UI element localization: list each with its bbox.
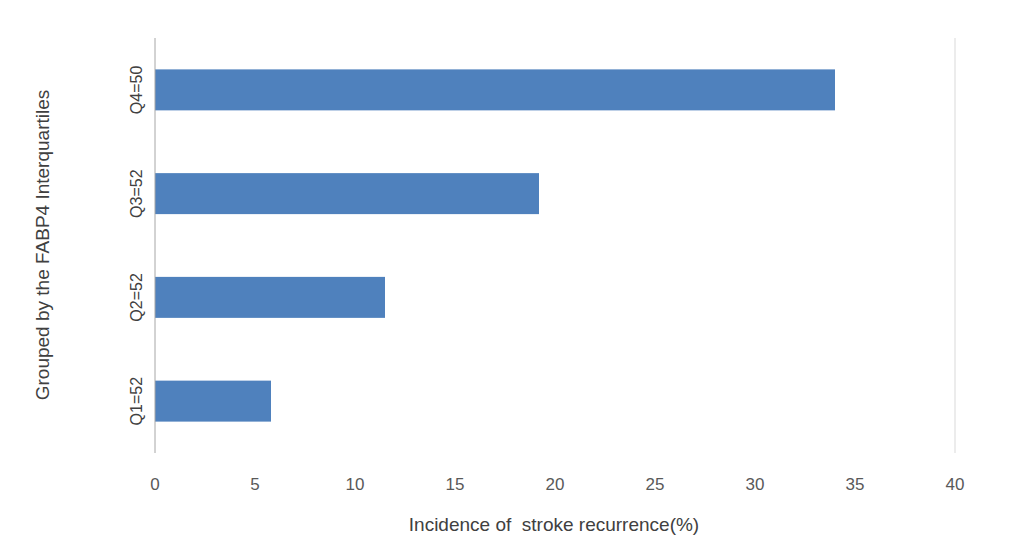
- x-tick-label: 0: [150, 475, 159, 494]
- y-axis-line: [155, 38, 156, 453]
- bar: [155, 173, 539, 214]
- category-label: Q1=52: [128, 377, 145, 426]
- x-tick-label: 5: [250, 475, 259, 494]
- chart-container: 0 5 10 15 20 25 30 35 40 Q1=52 Q2=52 Q3=52 Q4=50 Inci…: [0, 0, 1020, 559]
- y-axis-title: Grouped by the FABP4 Interquartiles: [32, 90, 53, 401]
- chart: 0 5 10 15 20 25 30 35 40 Q1=52 Q2=52 Q3=52 Q4=50 Inci…: [0, 0, 1020, 559]
- bar: [155, 381, 271, 422]
- x-tick-label: 25: [646, 475, 665, 494]
- bars: [155, 69, 835, 421]
- x-tick-label: 40: [946, 475, 965, 494]
- x-tick-label: 15: [446, 475, 465, 494]
- category-label: Q3=52: [128, 169, 145, 218]
- x-tick-label: 10: [346, 475, 365, 494]
- category-label: Q2=52: [128, 273, 145, 322]
- bar: [155, 69, 835, 110]
- bar: [155, 277, 385, 318]
- plot-border: [955, 38, 956, 453]
- x-tick-label: 30: [746, 475, 765, 494]
- x-tick-label: 20: [546, 475, 565, 494]
- x-axis-title: Incidence of stroke recurrence(%): [409, 514, 699, 535]
- category-label: Q4=50: [128, 66, 145, 115]
- x-tick-label: 35: [846, 475, 865, 494]
